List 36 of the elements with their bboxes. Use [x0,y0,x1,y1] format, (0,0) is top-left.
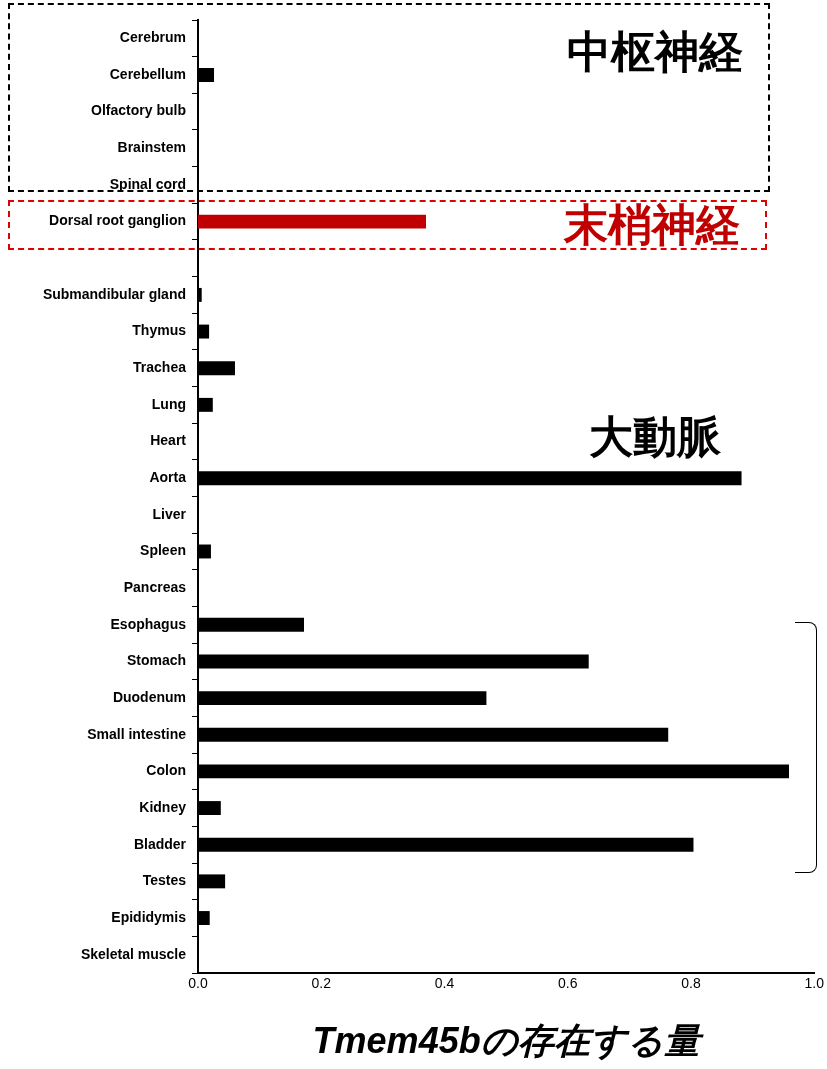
y-tick-label: Small intestine [87,725,187,742]
y-tick-label: Pancreas [123,578,187,595]
y-tick-label: Trachea [133,359,187,376]
y-tick-label: Colon [146,762,186,779]
y-tick-label: Duodenum [112,688,186,705]
x-tick-label: 0.0 [188,975,208,992]
y-tick-label: Thymus [132,322,187,339]
annotation: 中枢神経 [567,27,743,77]
y-tick-label: Heart [150,432,187,449]
y-tick-label: Epididymis [111,908,187,925]
x-tick-label: 1.0 [804,975,825,992]
y-tick-label: Submandibular gland [42,285,186,302]
y-tick-label: Liver [152,505,187,522]
y-tick-label: Lung [151,395,186,412]
y-tick-label: Skeletal muscle [80,945,187,962]
y-tick-label: Testes [142,872,187,889]
y-tick-label: Esophagus [110,615,187,632]
x-tick-label: 0.8 [681,975,701,992]
y-tick-label: Aorta [149,469,187,486]
y-tick-label: Kidney [139,798,187,815]
x-tick-label: 0.2 [311,975,332,992]
y-tick-label: Stomach [126,652,186,669]
x-tick-label: 0.4 [434,975,455,992]
x-tick-label: 0.6 [558,975,578,992]
annotation: 末梢神経 [563,200,740,250]
y-tick-label: Bladder [133,835,187,852]
annotation: 大動脈 [589,412,722,462]
y-tick-label: Cerebrum [119,29,186,46]
x-axis-title: Tmem45bの存在する量 [312,1020,704,1062]
y-tick-label: Dorsal root ganglion [49,212,186,229]
bar [198,214,427,229]
y-tick-label: Brainstem [117,139,186,156]
y-tick-label: Spleen [140,542,186,559]
y-tick-label: Cerebellum [109,65,186,82]
y-tick-label: Olfactory bulb [91,102,186,119]
y-tick-label: Spinal cord [109,175,186,192]
